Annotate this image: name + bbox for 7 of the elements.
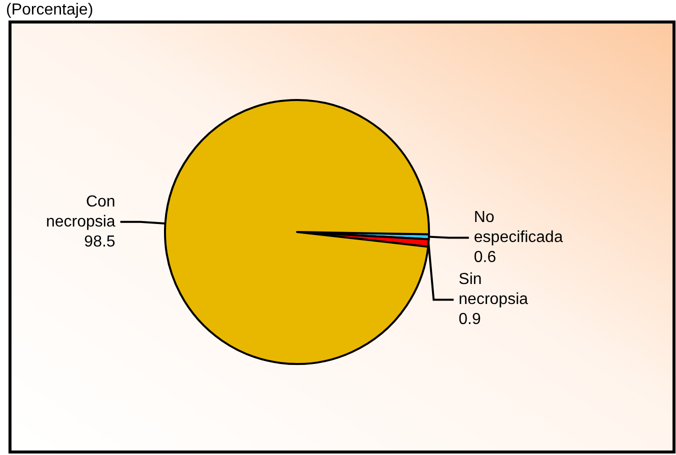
chart-title: (Porcentaje) bbox=[6, 2, 94, 18]
data-label: 0.9 bbox=[458, 311, 481, 328]
data-label: 0.6 bbox=[474, 249, 496, 266]
data-label: 98.5 bbox=[84, 233, 116, 250]
slice-label: No especificada bbox=[474, 209, 563, 246]
slice-label: Con necropsia bbox=[46, 193, 116, 230]
slice-label: Sin necropsia bbox=[458, 271, 528, 308]
